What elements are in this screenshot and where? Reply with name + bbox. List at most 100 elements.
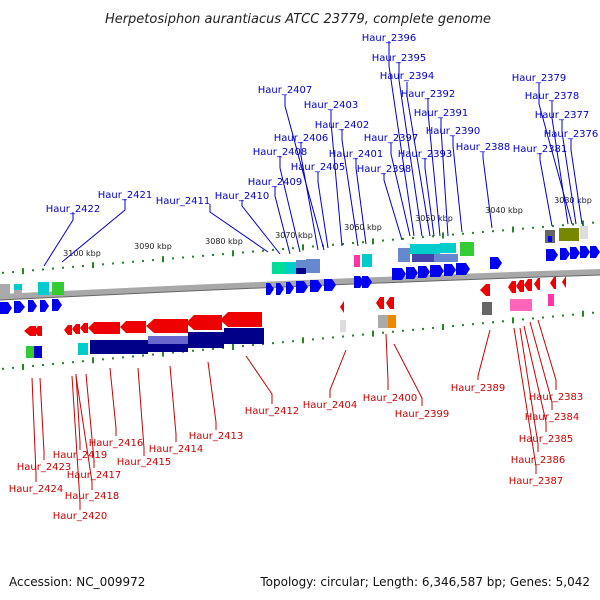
gene-label[interactable]: Haur_2415	[117, 457, 172, 468]
gene-arrow-forward	[444, 264, 456, 276]
gene-label[interactable]: Haur_2406	[274, 133, 329, 144]
gene-label[interactable]: Haur_2418	[65, 491, 120, 502]
gene-label[interactable]: Haur_2413	[189, 431, 244, 442]
scale-major-tick	[372, 238, 374, 245]
gene-label[interactable]: Haur_2385	[519, 434, 574, 445]
scale-minor-tick	[172, 351, 174, 354]
gene-label[interactable]: Haur_2410	[215, 191, 270, 202]
gene-label[interactable]: Haur_2412	[245, 406, 300, 417]
scale-minor-tick	[2, 271, 4, 274]
function-box	[398, 248, 410, 262]
gene-label[interactable]: Haur_2390	[426, 126, 481, 137]
gene-label[interactable]: Haur_2377	[535, 110, 590, 121]
gene-label[interactable]: Haur_2386	[511, 455, 566, 466]
gene-label[interactable]: Haur_2419	[53, 450, 108, 461]
scale-major-tick	[92, 357, 94, 364]
scale-minor-tick	[292, 340, 294, 343]
scale-minor-tick	[262, 343, 264, 346]
function-box	[286, 262, 296, 274]
scale-minor-tick	[52, 363, 54, 366]
scale-minor-tick	[522, 227, 524, 230]
gene-label[interactable]: Haur_2407	[258, 85, 313, 96]
gene-label[interactable]: Haur_2397	[364, 133, 419, 144]
gene-label[interactable]: Haur_2398	[357, 164, 412, 175]
gene-arrow-forward	[570, 247, 580, 259]
gene-label[interactable]: Haur_2395	[372, 53, 427, 64]
scale-minor-tick	[342, 242, 344, 245]
gene-label[interactable]: Haur_2388	[456, 142, 511, 153]
gene-arrow-reverse	[534, 278, 540, 290]
gene-label[interactable]: Haur_2424	[9, 484, 64, 495]
gene-label[interactable]: Haur_2421	[98, 190, 153, 201]
reverse-label-leaders	[31, 319, 557, 510]
scale-minor-tick	[432, 235, 434, 238]
gene-label[interactable]: Haur_2384	[525, 412, 580, 423]
leader-line	[561, 120, 577, 225]
gene-label[interactable]: Haur_2389	[451, 383, 506, 394]
scale-minor-tick	[432, 326, 434, 329]
gene-arrow-forward	[406, 267, 418, 279]
gene-label[interactable]: Haur_2420	[53, 511, 108, 522]
gene-label[interactable]: Haur_2394	[380, 71, 435, 82]
gene-label[interactable]: Haur_2402	[315, 120, 370, 131]
leader-line	[245, 355, 273, 404]
scale-minor-tick	[392, 238, 394, 241]
function-box	[14, 284, 22, 290]
forward-label-leaders	[43, 41, 583, 267]
function-box	[388, 315, 396, 328]
gene-arrow-forward	[590, 246, 600, 258]
gene-label[interactable]: Haur_2405	[291, 162, 346, 173]
function-box	[482, 302, 492, 315]
gene-label[interactable]: Haur_2378	[525, 91, 580, 102]
scale-minor-tick	[272, 248, 274, 251]
gene-label[interactable]: Haur_2422	[46, 204, 101, 215]
gene-arrow-forward	[324, 279, 336, 291]
gene-arrow-reverse	[80, 323, 88, 333]
gene-label[interactable]: Haur_2392	[401, 89, 456, 100]
gene-label[interactable]: Haur_2396	[362, 33, 417, 44]
gene-arrow-reverse	[516, 280, 524, 292]
scale-minor-tick	[462, 232, 464, 235]
scale-major-tick	[442, 324, 444, 331]
gene-label[interactable]: Haur_2391	[414, 108, 469, 119]
gene-arrow-reverse	[340, 301, 344, 313]
gene-label[interactable]: Haur_2403	[304, 100, 359, 111]
gene-label[interactable]: Haur_2376	[544, 129, 599, 140]
gene-label[interactable]: Haur_2411	[156, 196, 211, 207]
leader-line	[39, 377, 45, 460]
gene-label[interactable]: Haur_2404	[303, 400, 358, 411]
gene-label[interactable]: Haur_2409	[248, 177, 303, 188]
gene-label[interactable]: Haur_2401	[329, 149, 384, 160]
scale-major-tick	[232, 250, 234, 257]
leader-line	[393, 343, 423, 406]
leader-line	[71, 375, 81, 510]
scale-major-tick	[162, 350, 164, 357]
gene-arrow-forward	[40, 300, 49, 312]
leader-line	[355, 158, 367, 245]
scale-minor-tick	[2, 367, 4, 370]
gene-label[interactable]: Haur_2414	[149, 444, 204, 455]
scale-minor-tick	[142, 259, 144, 262]
gene-label[interactable]: Haur_2379	[512, 73, 567, 84]
gene-label[interactable]: Haur_2416	[89, 438, 144, 449]
gene-arrow-reverse	[386, 297, 394, 309]
gene-label[interactable]: Haur_2408	[253, 147, 308, 158]
leader-line	[477, 329, 491, 380]
gene-label[interactable]: Haur_2417	[67, 470, 122, 481]
gene-label[interactable]: Haur_2399	[395, 409, 450, 420]
gene-label[interactable]: Haur_2381	[513, 144, 568, 155]
gene-label[interactable]: Haur_2393	[398, 149, 453, 160]
tick-label-3040: 3040 kbp	[485, 206, 523, 215]
function-box	[224, 328, 264, 344]
scale-minor-tick	[132, 355, 134, 358]
scale-minor-tick	[592, 311, 594, 314]
gene-arrow-reverse	[120, 321, 146, 333]
leader-line	[31, 377, 37, 482]
gene-label[interactable]: Haur_2387	[509, 476, 564, 487]
gene-label[interactable]: Haur_2400	[363, 393, 418, 404]
scale-major-tick	[92, 262, 94, 269]
gene-label[interactable]: Haur_2383	[529, 392, 584, 403]
scale-minor-tick	[12, 270, 14, 273]
gene-label[interactable]: Haur_2423	[17, 462, 72, 473]
leader-line	[75, 375, 93, 490]
